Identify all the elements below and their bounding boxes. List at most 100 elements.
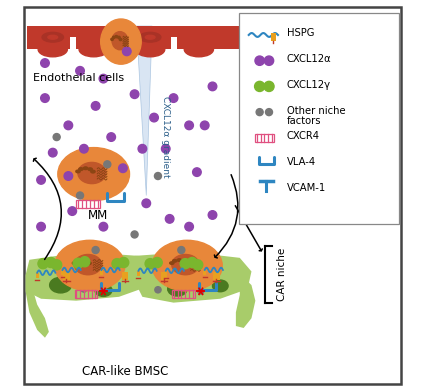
Circle shape bbox=[76, 192, 84, 199]
FancyBboxPatch shape bbox=[171, 36, 177, 49]
Circle shape bbox=[68, 207, 76, 215]
Ellipse shape bbox=[78, 162, 106, 184]
Circle shape bbox=[38, 258, 48, 269]
Circle shape bbox=[79, 256, 90, 267]
FancyBboxPatch shape bbox=[122, 272, 128, 280]
FancyBboxPatch shape bbox=[63, 272, 70, 280]
Circle shape bbox=[41, 94, 49, 102]
Ellipse shape bbox=[111, 38, 113, 40]
Text: Endothelial cells: Endothelial cells bbox=[33, 73, 125, 83]
Circle shape bbox=[37, 176, 45, 184]
Ellipse shape bbox=[76, 170, 80, 173]
Ellipse shape bbox=[42, 32, 63, 42]
Ellipse shape bbox=[95, 284, 112, 296]
Circle shape bbox=[138, 144, 147, 153]
Circle shape bbox=[122, 47, 131, 56]
Circle shape bbox=[76, 66, 84, 75]
Ellipse shape bbox=[173, 260, 177, 262]
Circle shape bbox=[99, 74, 108, 83]
Circle shape bbox=[256, 109, 263, 116]
Ellipse shape bbox=[145, 35, 155, 39]
Circle shape bbox=[64, 172, 73, 180]
FancyBboxPatch shape bbox=[238, 13, 399, 224]
Text: CXCL12α gradient: CXCL12α gradient bbox=[161, 96, 170, 178]
Ellipse shape bbox=[172, 255, 199, 275]
Circle shape bbox=[51, 260, 62, 270]
Polygon shape bbox=[26, 291, 49, 338]
Circle shape bbox=[131, 231, 138, 238]
Ellipse shape bbox=[87, 262, 91, 265]
FancyBboxPatch shape bbox=[213, 272, 220, 280]
FancyBboxPatch shape bbox=[161, 272, 167, 280]
Ellipse shape bbox=[83, 167, 88, 170]
Ellipse shape bbox=[184, 42, 213, 57]
Ellipse shape bbox=[72, 262, 76, 264]
Circle shape bbox=[193, 168, 201, 176]
Circle shape bbox=[165, 215, 174, 223]
Circle shape bbox=[79, 144, 88, 153]
FancyBboxPatch shape bbox=[271, 33, 276, 41]
Ellipse shape bbox=[181, 260, 186, 262]
Ellipse shape bbox=[79, 42, 108, 57]
Text: CXCL12γ: CXCL12γ bbox=[286, 80, 331, 90]
Ellipse shape bbox=[88, 168, 92, 170]
Ellipse shape bbox=[136, 42, 165, 57]
FancyBboxPatch shape bbox=[61, 270, 64, 275]
Ellipse shape bbox=[170, 262, 174, 264]
Circle shape bbox=[185, 121, 193, 130]
Circle shape bbox=[104, 161, 111, 168]
FancyBboxPatch shape bbox=[28, 26, 244, 49]
Ellipse shape bbox=[112, 32, 128, 50]
FancyBboxPatch shape bbox=[70, 36, 76, 49]
Circle shape bbox=[64, 121, 73, 130]
Circle shape bbox=[130, 90, 139, 99]
Ellipse shape bbox=[75, 260, 79, 262]
Circle shape bbox=[119, 257, 129, 267]
Circle shape bbox=[53, 134, 60, 141]
Ellipse shape bbox=[84, 260, 88, 262]
Ellipse shape bbox=[48, 35, 58, 39]
FancyBboxPatch shape bbox=[119, 36, 125, 49]
Circle shape bbox=[46, 257, 56, 267]
Circle shape bbox=[169, 94, 178, 102]
FancyBboxPatch shape bbox=[100, 270, 103, 275]
Circle shape bbox=[178, 247, 185, 253]
FancyBboxPatch shape bbox=[23, 7, 402, 384]
Polygon shape bbox=[26, 252, 154, 301]
Circle shape bbox=[107, 133, 116, 141]
Circle shape bbox=[73, 258, 83, 268]
Circle shape bbox=[145, 258, 155, 269]
Circle shape bbox=[198, 288, 204, 294]
Circle shape bbox=[37, 222, 45, 231]
Circle shape bbox=[155, 287, 161, 293]
Ellipse shape bbox=[118, 36, 120, 39]
Circle shape bbox=[154, 172, 162, 179]
Circle shape bbox=[150, 113, 159, 122]
Circle shape bbox=[41, 59, 49, 67]
Circle shape bbox=[142, 199, 150, 208]
Circle shape bbox=[48, 148, 57, 157]
Circle shape bbox=[92, 247, 99, 253]
Polygon shape bbox=[136, 26, 152, 196]
Ellipse shape bbox=[74, 255, 102, 275]
Ellipse shape bbox=[168, 282, 187, 296]
Circle shape bbox=[255, 81, 265, 91]
Text: HSPG: HSPG bbox=[286, 29, 314, 38]
Circle shape bbox=[162, 144, 170, 153]
Circle shape bbox=[264, 81, 274, 91]
Polygon shape bbox=[236, 273, 255, 328]
Ellipse shape bbox=[55, 240, 125, 291]
Ellipse shape bbox=[184, 262, 189, 265]
FancyBboxPatch shape bbox=[137, 271, 140, 276]
Circle shape bbox=[201, 121, 209, 130]
Circle shape bbox=[266, 109, 272, 116]
Ellipse shape bbox=[212, 280, 228, 292]
Circle shape bbox=[185, 222, 193, 231]
FancyBboxPatch shape bbox=[203, 270, 207, 275]
Text: CAR-like BMSC: CAR-like BMSC bbox=[82, 365, 168, 378]
Text: CAR niche: CAR niche bbox=[277, 248, 287, 301]
Circle shape bbox=[208, 82, 217, 91]
Ellipse shape bbox=[119, 38, 122, 41]
Circle shape bbox=[152, 257, 162, 267]
Text: MM: MM bbox=[88, 209, 108, 222]
